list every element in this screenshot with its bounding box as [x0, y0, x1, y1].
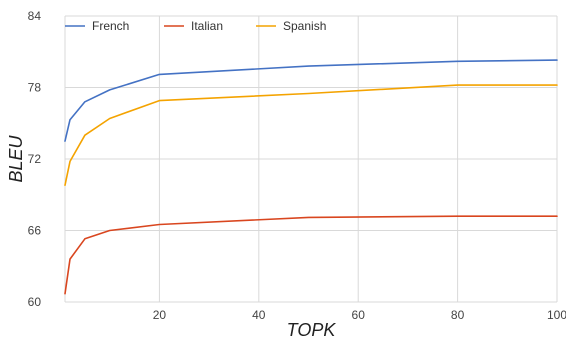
series-line-italian	[64, 215, 558, 295]
y-tick-label: 84	[28, 9, 42, 23]
legend-label-spanish: Spanish	[283, 19, 326, 33]
x-tick-label: 100	[547, 308, 566, 322]
x-axis-title: TOPK	[287, 320, 337, 340]
y-tick-label: 60	[28, 295, 42, 309]
series-lines	[64, 59, 558, 295]
x-tick-label: 80	[451, 308, 465, 322]
y-tick-label: 78	[28, 81, 42, 95]
legend: French Italian Spanish	[65, 19, 326, 33]
y-tick-label: 72	[28, 152, 42, 166]
y-axis-ticks: 60 66 72 78 84	[28, 9, 42, 309]
legend-label-french: French	[92, 19, 129, 33]
x-tick-label: 20	[153, 308, 167, 322]
y-axis-title: BLEU	[6, 134, 26, 182]
y-tick-label: 66	[28, 224, 42, 238]
x-axis-ticks: 20 40 60 80 100	[153, 308, 566, 322]
gridlines	[64, 15, 558, 303]
x-tick-label: 40	[252, 308, 266, 322]
x-tick-label: 60	[352, 308, 366, 322]
series-line-spanish	[64, 84, 558, 186]
legend-label-italian: Italian	[191, 19, 223, 33]
series-line-french	[64, 59, 558, 142]
